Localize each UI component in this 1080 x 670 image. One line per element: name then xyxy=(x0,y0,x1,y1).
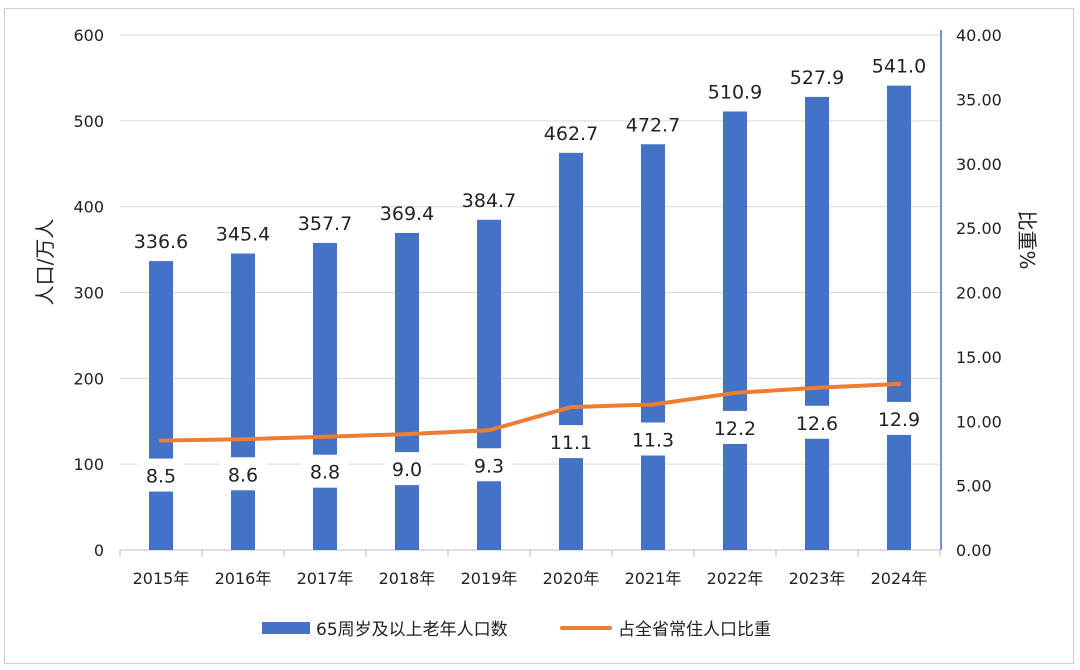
legend-bar-swatch xyxy=(262,622,310,634)
x-tick-label: 2016年 xyxy=(215,569,272,588)
bar xyxy=(313,242,337,550)
line-label-background xyxy=(793,405,841,439)
bar xyxy=(231,253,255,550)
x-tick-label: 2020年 xyxy=(543,569,600,588)
line-data-label: 8.5 xyxy=(146,466,176,488)
y-tick-label: 100 xyxy=(73,455,104,474)
line-data-label: 11.3 xyxy=(632,430,674,452)
bar xyxy=(641,144,665,550)
y-tick-label: 400 xyxy=(73,198,104,217)
ratio-line xyxy=(159,381,901,443)
y2-tick-label: 15.00 xyxy=(956,348,1002,367)
y2-tick-label: 40.00 xyxy=(956,26,1002,45)
bar-data-label: 384.7 xyxy=(462,190,516,212)
bar xyxy=(149,261,173,550)
bar-data-label: 541.0 xyxy=(872,56,926,78)
bar-data-label: 527.9 xyxy=(790,67,844,89)
line-data-label: 12.6 xyxy=(796,413,838,435)
line-data-label: 8.6 xyxy=(228,464,258,486)
bar-data-label: 462.7 xyxy=(544,123,598,145)
x-tick-label: 2021年 xyxy=(625,569,682,588)
bar-data-label: 336.6 xyxy=(134,231,188,253)
y2-tick-label: 0.00 xyxy=(956,541,992,560)
y-tick-label: 300 xyxy=(73,284,104,303)
line-data-label: 12.2 xyxy=(714,418,756,440)
y2-tick-label: 30.00 xyxy=(956,155,1002,174)
line-data-label: 8.8 xyxy=(310,462,340,484)
y2-tick-label: 25.00 xyxy=(956,219,1002,238)
x-tick-label: 2022年 xyxy=(707,569,764,588)
y-tick-label: 0 xyxy=(94,541,104,560)
x-tick-label: 2023年 xyxy=(789,569,846,588)
x-tick-label: 2017年 xyxy=(297,569,354,588)
y2-tick-label: 10.00 xyxy=(956,412,1002,431)
line-data-label: 9.3 xyxy=(474,455,504,477)
line-label-background xyxy=(137,458,185,492)
legend-line-label: 占全省常住人口比重 xyxy=(618,620,771,640)
bar-data-label: 369.4 xyxy=(380,203,434,225)
bar-data-label: 357.7 xyxy=(298,213,352,235)
y2-tick-label: 20.00 xyxy=(956,284,1002,303)
legend-bar-label: 65周岁及以上老年人口数 xyxy=(316,620,508,640)
line-label-background xyxy=(465,448,513,482)
line-label-background xyxy=(547,425,595,459)
bar xyxy=(559,152,583,550)
line-data-label: 9.0 xyxy=(392,459,422,481)
bar xyxy=(477,219,501,550)
line-label-background xyxy=(301,454,349,488)
line-data-label: 11.1 xyxy=(550,432,592,454)
bar xyxy=(805,96,829,550)
y-tick-label: 200 xyxy=(73,369,104,388)
x-tick-label: 2015年 xyxy=(133,569,190,588)
y-tick-label: 500 xyxy=(73,112,104,131)
bar xyxy=(887,85,911,551)
y2-tick-label: 5.00 xyxy=(956,477,992,496)
x-tick-label: 2019年 xyxy=(461,569,518,588)
bar-data-label: 510.9 xyxy=(708,81,762,103)
bar xyxy=(395,232,419,550)
bar xyxy=(723,111,747,550)
bar-data-label: 345.4 xyxy=(216,224,270,246)
chart-frame xyxy=(4,8,1074,664)
y-tick-label: 600 xyxy=(73,26,104,45)
line-label-background xyxy=(219,457,267,491)
line-label-background xyxy=(383,452,431,486)
bar-data-label: 472.7 xyxy=(626,114,680,136)
y2-axis-title: 比重% xyxy=(1015,210,1039,269)
x-tick-label: 2024年 xyxy=(871,569,928,588)
line-label-background xyxy=(629,422,677,456)
y-axis-title: 人口/万人 xyxy=(33,219,57,306)
line-label-background xyxy=(875,401,923,435)
line-data-label: 12.9 xyxy=(878,409,920,431)
line-label-background xyxy=(711,410,759,444)
x-tick-label: 2018年 xyxy=(379,569,436,588)
y2-tick-label: 35.00 xyxy=(956,90,1002,109)
